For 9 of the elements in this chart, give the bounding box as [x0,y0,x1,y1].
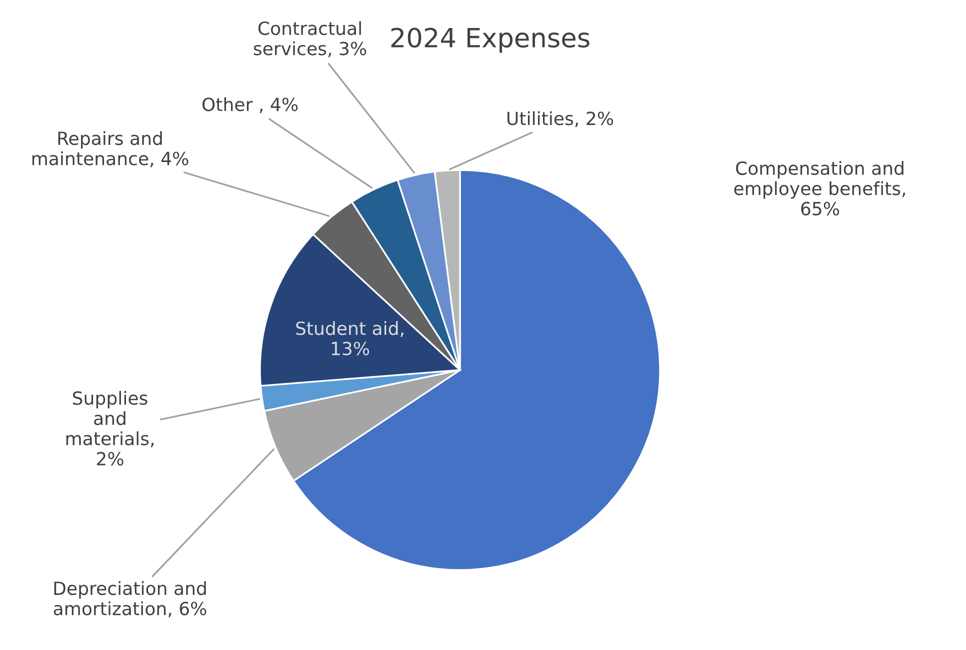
slice-label: Contractual services, 3% [254,21,366,58]
slice-label: Compensation and employee benefits, 65% [734,161,906,216]
slice-label: Student aid, 13% [296,321,404,356]
slice-label: Utilities, 2% [508,111,614,128]
slice-label: Other , 4% [202,97,298,114]
slice-label: Depreciation and amortization, 6% [54,581,206,618]
slice-label: Supplies and materials, 2% [66,390,154,466]
slice-label: Repairs and maintenance, 4% [32,131,188,168]
chart-title: 2024 Expenses [391,28,590,53]
